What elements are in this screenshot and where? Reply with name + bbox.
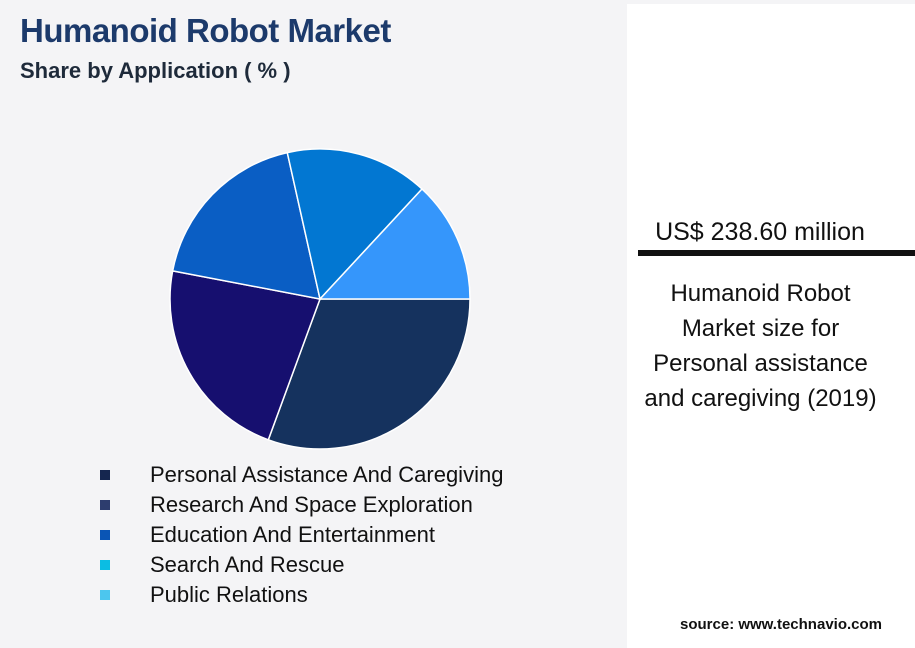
legend-item: Education And Entertainment (100, 520, 503, 550)
legend-swatch (100, 590, 110, 600)
legend-label: Public Relations (150, 582, 308, 607)
pie-chart (169, 148, 471, 450)
divider (638, 250, 915, 256)
legend-swatch (100, 500, 110, 510)
legend-swatch (100, 530, 110, 540)
legend-item: Public Relations (100, 580, 503, 610)
pie-slice-search-and-rescue (286, 148, 424, 301)
legend-label: Search And Rescue (150, 552, 345, 577)
highlight-panel: US$ 238.60 million Humanoid Robot Market… (627, 4, 915, 648)
chart-subtitle: Share by Application ( % ) (20, 58, 291, 83)
chart-title: Humanoid Robot Market (20, 12, 391, 49)
source-credit: source: www.technavio.com (680, 616, 882, 633)
market-size-description: Humanoid Robot Market size for Personal … (644, 280, 877, 412)
market-size-value: US$ 238.60 million (655, 218, 865, 246)
legend-swatch (100, 470, 110, 480)
legend-item: Search And Rescue (100, 550, 503, 580)
pie-slice-public-relations (318, 187, 471, 300)
pie-slice-personal-assistance-and-caregiving (267, 298, 471, 450)
chart-legend: Personal Assistance And Caregiving Resea… (100, 460, 503, 610)
legend-item: Research And Space Exploration (100, 490, 503, 520)
legend-item: Personal Assistance And Caregiving (100, 460, 503, 490)
pie-slice-education-and-entertainment (171, 151, 321, 300)
pie-slice-research-and-space-exploration (169, 270, 322, 441)
legend-label: Research And Space Exploration (150, 492, 473, 517)
legend-label: Education And Entertainment (150, 522, 435, 547)
legend-label: Personal Assistance And Caregiving (150, 462, 504, 487)
legend-swatch (100, 560, 110, 570)
